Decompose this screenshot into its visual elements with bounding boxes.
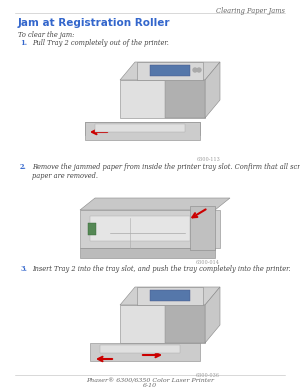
Text: To clear the jam:: To clear the jam: xyxy=(18,31,74,39)
FancyBboxPatch shape xyxy=(100,345,180,353)
Circle shape xyxy=(193,68,197,72)
Text: 6300-014: 6300-014 xyxy=(196,260,220,265)
Polygon shape xyxy=(150,65,190,76)
Polygon shape xyxy=(137,62,203,80)
Text: 6300-113: 6300-113 xyxy=(196,157,220,162)
FancyBboxPatch shape xyxy=(95,124,185,132)
Polygon shape xyxy=(190,206,215,250)
Polygon shape xyxy=(137,287,203,305)
Text: Phaser® 6300/6350 Color Laser Printer: Phaser® 6300/6350 Color Laser Printer xyxy=(86,378,214,383)
FancyBboxPatch shape xyxy=(85,122,200,140)
Circle shape xyxy=(197,68,201,72)
Text: Clearing Paper Jams: Clearing Paper Jams xyxy=(216,7,285,15)
Text: Remove the jammed paper from inside the printer tray slot. Confirm that all scra: Remove the jammed paper from inside the … xyxy=(32,163,300,180)
Text: 6300-036: 6300-036 xyxy=(196,373,220,378)
FancyBboxPatch shape xyxy=(88,223,96,235)
Text: 1.: 1. xyxy=(20,39,27,47)
Polygon shape xyxy=(120,80,205,118)
Text: 6-10: 6-10 xyxy=(143,383,157,388)
FancyBboxPatch shape xyxy=(90,343,200,361)
FancyBboxPatch shape xyxy=(90,216,190,241)
Polygon shape xyxy=(80,198,230,210)
Text: Insert Tray 2 into the tray slot, and push the tray completely into the printer.: Insert Tray 2 into the tray slot, and pu… xyxy=(32,265,291,273)
Polygon shape xyxy=(150,290,190,301)
Polygon shape xyxy=(120,305,205,343)
Text: Jam at Registration Roller: Jam at Registration Roller xyxy=(18,18,170,28)
FancyBboxPatch shape xyxy=(165,305,205,343)
FancyBboxPatch shape xyxy=(80,248,215,258)
Polygon shape xyxy=(85,122,200,135)
Polygon shape xyxy=(165,80,205,118)
Text: Pull Tray 2 completely out of the printer.: Pull Tray 2 completely out of the printe… xyxy=(32,39,169,47)
FancyBboxPatch shape xyxy=(80,210,220,248)
Polygon shape xyxy=(120,62,220,80)
Polygon shape xyxy=(120,287,220,305)
Polygon shape xyxy=(205,62,220,118)
Polygon shape xyxy=(205,287,220,343)
Text: 2.: 2. xyxy=(20,163,27,171)
Text: 3.: 3. xyxy=(20,265,27,273)
